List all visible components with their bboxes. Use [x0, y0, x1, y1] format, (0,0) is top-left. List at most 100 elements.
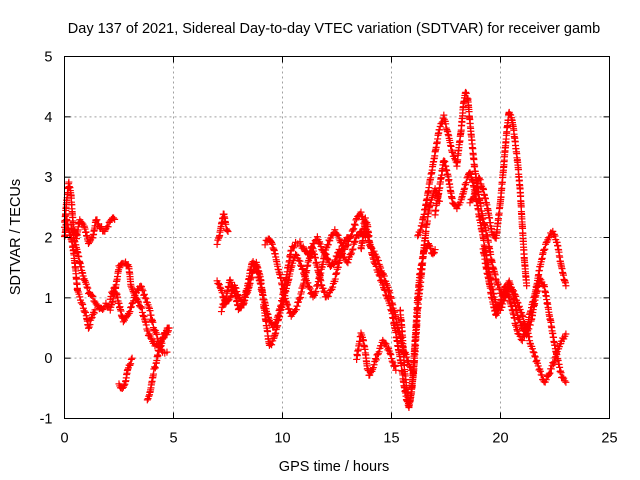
data-point: [417, 226, 425, 234]
data-point: [362, 219, 370, 227]
data-point: [375, 348, 383, 356]
data-point: [108, 288, 116, 296]
data-point: [347, 251, 355, 259]
y-tick-label: 5: [44, 50, 52, 66]
data-point: [496, 286, 504, 294]
data-point: [427, 245, 435, 253]
data-point: [331, 258, 339, 266]
data-point: [165, 324, 173, 332]
data-point: [81, 277, 89, 285]
data-point: [453, 205, 461, 213]
data-point: [548, 362, 556, 370]
data-point: [128, 354, 136, 362]
data-point: [299, 264, 307, 272]
data-point: [462, 89, 470, 97]
data-point: [561, 377, 569, 385]
data-point: [215, 279, 223, 287]
data-point: [119, 383, 127, 391]
data-point: [542, 376, 550, 384]
data-point: [374, 257, 382, 265]
data-point: [230, 287, 238, 295]
data-point: [84, 324, 92, 332]
data-point: [370, 361, 378, 369]
data-point: [546, 369, 554, 377]
data-point: [502, 287, 510, 295]
data-point: [102, 299, 110, 307]
data-point: [425, 241, 433, 249]
data-point: [340, 240, 348, 248]
data-point: [151, 363, 159, 371]
data-point: [268, 239, 276, 247]
data-point: [502, 283, 510, 291]
y-tick-label: 1: [44, 291, 52, 307]
data-point: [534, 362, 542, 370]
data-point: [324, 241, 332, 249]
y-tick-label: 4: [44, 110, 52, 126]
data-point: [372, 356, 380, 364]
data-point: [284, 301, 292, 309]
data-point: [261, 241, 269, 249]
data-point: [456, 199, 464, 207]
data-point: [519, 313, 527, 321]
data-point: [84, 239, 92, 247]
data-point: [414, 232, 422, 240]
data-point: [76, 293, 84, 301]
data-point: [494, 281, 502, 289]
data-point: [78, 299, 86, 307]
y-tick-label: 2: [44, 231, 52, 247]
data-point: [142, 295, 150, 303]
data-point: [221, 297, 229, 305]
x-tick-label: 25: [601, 431, 617, 447]
data-point: [406, 362, 414, 370]
data-point: [562, 378, 570, 386]
data-point: [127, 282, 135, 290]
data-point: [84, 284, 92, 292]
data-point: [562, 330, 570, 338]
data-point: [140, 290, 148, 298]
data-point: [90, 309, 98, 317]
data-point: [377, 342, 385, 350]
data-point: [494, 280, 502, 288]
data-point: [268, 240, 276, 248]
y-tick-label: 3: [44, 170, 52, 186]
data-point: [332, 252, 340, 260]
x-tick-label: 10: [274, 431, 290, 447]
data-point: [305, 283, 313, 291]
data-point: [515, 302, 523, 310]
data-point: [127, 355, 135, 363]
data-point: [104, 223, 112, 231]
data-point: [111, 215, 119, 223]
data-point: [386, 349, 394, 357]
data-point: [494, 305, 502, 313]
data-point: [536, 274, 544, 282]
data-point: [536, 367, 544, 375]
data-point: [370, 247, 378, 255]
data-point: [540, 246, 548, 254]
data-point: [344, 234, 352, 241]
data-point: [562, 282, 570, 290]
data-point: [367, 243, 375, 251]
data-point: [348, 249, 356, 257]
data-point: [372, 355, 380, 363]
data-point: [348, 246, 356, 254]
data-point: [292, 306, 300, 314]
data-point: [324, 292, 332, 300]
data-point: [317, 243, 325, 251]
data-point: [550, 230, 558, 238]
data-point: [515, 315, 523, 323]
data-point: [91, 306, 99, 314]
data-point: [119, 318, 127, 326]
data-point: [520, 332, 528, 340]
data-point: [547, 365, 555, 373]
data-point: [83, 283, 91, 291]
data-point: [344, 259, 352, 267]
data-point: [127, 360, 135, 368]
data-point: [520, 331, 528, 339]
data-point: [494, 309, 502, 317]
data-point: [127, 303, 135, 311]
data-point: [80, 307, 88, 315]
data-point: [349, 226, 357, 234]
data-point: [369, 365, 377, 373]
